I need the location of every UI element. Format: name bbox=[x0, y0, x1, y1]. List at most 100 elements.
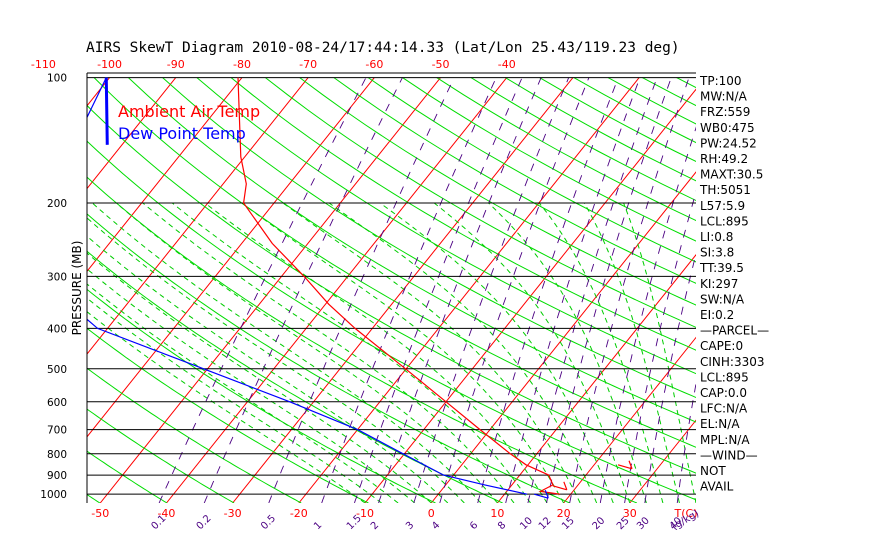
moist-adiabat-line bbox=[115, 202, 498, 503]
bottom-temp-tick-label: 10 bbox=[490, 507, 504, 520]
index-line: NOT bbox=[700, 464, 726, 478]
dry-adiabat-line bbox=[87, 327, 369, 503]
dry-adiabat-line bbox=[87, 450, 168, 503]
isotherm-line bbox=[364, 88, 696, 503]
dry-adiabat-line bbox=[196, 77, 696, 375]
dry-adiabat-line bbox=[87, 493, 101, 503]
mixing-ratio-tick-label: 6 bbox=[468, 520, 480, 532]
dry-adiabat-line bbox=[87, 140, 696, 501]
bottom-temp-tick-label: 20 bbox=[557, 507, 571, 520]
moist-adiabat-line bbox=[241, 202, 565, 503]
moist-adiabat-line bbox=[379, 202, 614, 503]
air-temp-line bbox=[237, 77, 561, 495]
bottom-temp-tick-label: 30 bbox=[623, 507, 637, 520]
moist-adiabat-line bbox=[87, 235, 449, 503]
mixing-ratio-line bbox=[624, 190, 696, 503]
index-line: CAPE:0 bbox=[700, 339, 743, 353]
dew-point-thick-segment bbox=[104, 77, 109, 145]
mixing-ratio-grid bbox=[158, 77, 696, 503]
dry-adiabat-line bbox=[505, 77, 696, 182]
mixing-ratio-tick-label: 10 bbox=[518, 515, 535, 532]
index-line: TP:100 bbox=[699, 74, 742, 88]
dry-adiabat-line bbox=[162, 77, 696, 399]
moist-adiabat-line bbox=[623, 202, 696, 503]
index-line: EL:N/A bbox=[700, 417, 740, 431]
mixing-ratio-line bbox=[477, 77, 619, 503]
top-temp-tick-label: -100 bbox=[97, 58, 122, 71]
wind-barb-flag bbox=[563, 481, 568, 491]
mixing-ratio-line bbox=[546, 77, 672, 503]
pressure-tick-label: 1000 bbox=[40, 489, 67, 501]
moist-adiabat-line bbox=[91, 202, 482, 503]
isotherm-line bbox=[87, 77, 110, 107]
mixing-ratio-line bbox=[599, 126, 696, 503]
dry-adiabat-line bbox=[87, 288, 436, 503]
isobar-grid bbox=[87, 77, 696, 495]
mixing-ratio-line bbox=[321, 77, 497, 503]
bottom-temp-tick-label: -20 bbox=[290, 507, 308, 520]
mixing-ratio-tick-label: 2 bbox=[369, 520, 381, 532]
index-line: MW:N/A bbox=[700, 90, 748, 104]
legend-ambient-air-temp: Ambient Air Temp bbox=[118, 102, 260, 121]
index-line: PW:24.52 bbox=[700, 136, 757, 150]
pressure-tick-label: 500 bbox=[47, 364, 67, 376]
top-temp-tick-label: -50 bbox=[432, 58, 450, 71]
mixing-ratio-tick-label: 3 bbox=[404, 520, 416, 532]
dry-adiabat-line bbox=[367, 77, 696, 263]
wind-barb bbox=[534, 493, 549, 499]
index-line: LCL:895 bbox=[700, 370, 749, 384]
isotherm-line bbox=[563, 336, 696, 503]
dry-adiabat-line bbox=[436, 77, 696, 222]
isotherm-line bbox=[166, 77, 508, 503]
index-line: SW:N/A bbox=[700, 292, 745, 306]
moist-adiabat-line bbox=[583, 202, 680, 503]
index-line: TT:39.5 bbox=[699, 261, 744, 275]
mixing-ratio-line bbox=[354, 77, 523, 503]
index-line: CAP:0.0 bbox=[700, 386, 747, 400]
mixing-ratio-line bbox=[378, 77, 542, 503]
wind-barb bbox=[552, 485, 568, 491]
index-line: WB0:475 bbox=[700, 121, 755, 135]
mixing-ratio-tick-label: 12 bbox=[537, 515, 554, 532]
pressure-tick-label: 900 bbox=[47, 470, 67, 482]
wind-barb-flag bbox=[628, 460, 633, 469]
index-line: —WIND— bbox=[700, 448, 758, 462]
dry-adiabat-line bbox=[0, 78, 33, 503]
mixing-ratio-line bbox=[505, 77, 641, 503]
mixing-ratio-tick-label: 4 bbox=[430, 520, 442, 532]
moist-adiabat-line bbox=[282, 202, 581, 503]
index-line: EI:0.2 bbox=[700, 308, 734, 322]
top-temp-tick-label: -60 bbox=[365, 58, 383, 71]
index-line: KI:297 bbox=[700, 277, 738, 291]
isotherm-line bbox=[629, 419, 696, 503]
isotherm-line bbox=[87, 77, 177, 190]
index-line: FRZ:559 bbox=[700, 105, 750, 119]
pressure-tick-label: 400 bbox=[47, 323, 67, 335]
bottom-temp-tick-label: -30 bbox=[224, 507, 242, 520]
top-temp-tick-label: -40 bbox=[498, 58, 516, 71]
pressure-tick-label: 700 bbox=[47, 425, 67, 437]
dry-adiabat-line bbox=[87, 213, 570, 503]
index-line: MPL:N/A bbox=[700, 433, 750, 447]
moist-adiabat-line bbox=[204, 202, 548, 503]
mixing-ratio-tick-label: 8 bbox=[496, 520, 508, 532]
sounding-series bbox=[87, 77, 561, 495]
isotherm-line bbox=[99, 77, 441, 503]
top-temp-tick-label: -110 bbox=[31, 58, 56, 71]
wind-barb bbox=[617, 464, 633, 470]
bottom-temp-tick-label: -40 bbox=[157, 507, 175, 520]
isotherm-line bbox=[87, 77, 375, 438]
chart-title: AIRS SkewT Diagram 2010-08-24/17:44:14.3… bbox=[86, 40, 680, 56]
moist-adiabat-line bbox=[433, 202, 631, 503]
dry-adiabat-line bbox=[87, 367, 302, 503]
index-line: RH:49.2 bbox=[700, 152, 748, 166]
moist-adiabat-line bbox=[488, 202, 647, 503]
dry-adiabat-line bbox=[87, 104, 696, 474]
dry-adiabat-line bbox=[299, 77, 696, 306]
top-temp-tick-label: -70 bbox=[299, 58, 317, 71]
wind-barbs bbox=[534, 460, 633, 499]
moist-adiabat-line bbox=[328, 202, 598, 503]
mixing-ratio-tick-label: 0.5 bbox=[259, 513, 278, 532]
index-line: LI:0.8 bbox=[700, 230, 733, 244]
